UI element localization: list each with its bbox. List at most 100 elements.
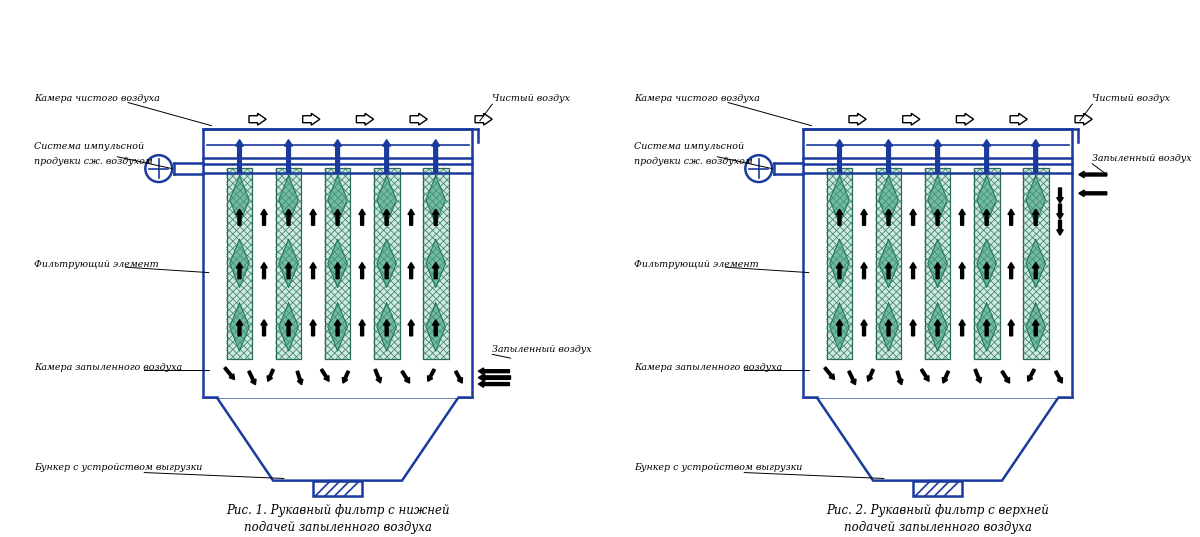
FancyArrow shape	[1032, 320, 1039, 336]
FancyArrow shape	[310, 263, 317, 279]
Polygon shape	[878, 303, 899, 351]
FancyArrow shape	[432, 140, 439, 173]
Polygon shape	[878, 176, 899, 224]
FancyArrow shape	[335, 320, 341, 336]
Text: Чистый воздух: Чистый воздух	[1092, 94, 1170, 103]
FancyArrow shape	[1079, 171, 1106, 178]
Polygon shape	[217, 397, 458, 481]
FancyArrow shape	[359, 263, 365, 279]
Bar	[925, 168, 950, 359]
Polygon shape	[829, 303, 850, 351]
FancyArrow shape	[910, 209, 917, 226]
Bar	[1022, 168, 1049, 359]
Polygon shape	[977, 176, 996, 224]
FancyArrow shape	[432, 209, 439, 226]
FancyArrow shape	[836, 209, 842, 226]
FancyArrow shape	[860, 209, 868, 226]
Text: Система импульсной: Система импульсной	[634, 142, 744, 151]
FancyArrow shape	[335, 263, 341, 279]
FancyArrow shape	[974, 369, 982, 383]
FancyArrow shape	[896, 371, 902, 384]
FancyArrow shape	[920, 369, 929, 381]
Polygon shape	[1026, 303, 1045, 351]
FancyArrow shape	[1027, 369, 1036, 381]
Polygon shape	[878, 240, 899, 287]
Text: Запыленный воздух: Запыленный воздух	[492, 345, 592, 354]
FancyArrow shape	[1057, 188, 1063, 203]
Bar	[276, 168, 301, 359]
FancyArrow shape	[836, 320, 842, 336]
Text: Камера запыленного воздуха: Камера запыленного воздуха	[34, 364, 182, 373]
FancyArrow shape	[1008, 263, 1014, 279]
Polygon shape	[328, 303, 347, 351]
FancyArrow shape	[236, 320, 242, 336]
FancyArrow shape	[410, 113, 427, 125]
FancyArrow shape	[260, 263, 268, 279]
Polygon shape	[229, 240, 250, 287]
FancyArrow shape	[848, 371, 856, 384]
Bar	[203, 396, 472, 398]
FancyArrow shape	[356, 113, 373, 125]
FancyArrow shape	[1032, 263, 1039, 279]
Polygon shape	[426, 240, 445, 287]
FancyArrow shape	[384, 209, 390, 226]
Polygon shape	[817, 397, 1058, 481]
FancyArrow shape	[868, 369, 875, 381]
FancyArrow shape	[1055, 371, 1062, 383]
Polygon shape	[278, 176, 299, 224]
Polygon shape	[1026, 176, 1045, 224]
Polygon shape	[377, 176, 396, 224]
FancyArrow shape	[286, 263, 292, 279]
FancyArrow shape	[479, 368, 510, 374]
FancyArrow shape	[236, 209, 242, 226]
Bar	[227, 168, 252, 359]
FancyArrow shape	[1079, 190, 1106, 197]
FancyArrow shape	[959, 263, 965, 279]
FancyArrow shape	[983, 140, 991, 173]
Text: Чистый воздух: Чистый воздух	[492, 94, 570, 103]
FancyArrow shape	[224, 367, 234, 380]
FancyArrow shape	[236, 263, 242, 279]
Polygon shape	[278, 240, 299, 287]
Bar	[203, 129, 472, 397]
FancyArrow shape	[1057, 220, 1063, 235]
FancyArrow shape	[384, 320, 390, 336]
FancyArrow shape	[479, 374, 510, 381]
FancyArrow shape	[1010, 113, 1027, 125]
FancyArrow shape	[235, 140, 244, 173]
FancyArrow shape	[910, 263, 917, 279]
FancyArrow shape	[427, 369, 436, 381]
Bar	[913, 481, 961, 496]
Polygon shape	[328, 240, 347, 287]
FancyArrow shape	[910, 320, 917, 336]
Polygon shape	[229, 176, 250, 224]
Polygon shape	[977, 240, 996, 287]
Bar	[876, 168, 901, 359]
FancyArrow shape	[408, 263, 414, 279]
FancyArrow shape	[860, 263, 868, 279]
Circle shape	[745, 155, 772, 182]
FancyArrow shape	[959, 320, 965, 336]
Bar	[373, 168, 400, 359]
FancyArrow shape	[902, 113, 920, 125]
Text: Фильтрующий элемент: Фильтрующий элемент	[34, 260, 158, 269]
Text: Камера запыленного воздуха: Камера запыленного воздуха	[634, 364, 782, 373]
FancyArrow shape	[860, 320, 868, 336]
Bar	[325, 168, 350, 359]
FancyArrow shape	[984, 209, 990, 226]
FancyArrow shape	[286, 320, 292, 336]
FancyArrow shape	[1008, 320, 1014, 336]
FancyArrow shape	[384, 263, 390, 279]
Text: Бункер с устройством выгрузки: Бункер с устройством выгрузки	[634, 463, 803, 472]
Text: Камера чистого воздуха: Камера чистого воздуха	[34, 94, 160, 103]
FancyArrow shape	[848, 113, 866, 125]
Polygon shape	[229, 303, 250, 351]
Text: Бункер с устройством выгрузки: Бункер с устройством выгрузки	[34, 463, 203, 472]
FancyArrow shape	[959, 209, 965, 226]
Polygon shape	[426, 176, 445, 224]
Text: Фильтрующий элемент: Фильтрующий элемент	[634, 260, 758, 269]
FancyArrow shape	[335, 209, 341, 226]
Bar	[827, 168, 852, 359]
Polygon shape	[377, 240, 396, 287]
Polygon shape	[928, 176, 947, 224]
